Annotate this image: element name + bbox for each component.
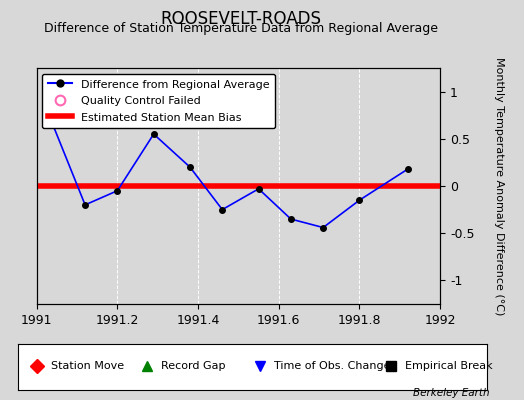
Text: Station Move: Station Move: [51, 361, 124, 371]
Text: Time of Obs. Change: Time of Obs. Change: [274, 361, 390, 371]
Text: Difference of Station Temperature Data from Regional Average: Difference of Station Temperature Data f…: [44, 22, 438, 35]
Y-axis label: Monthly Temperature Anomaly Difference (°C): Monthly Temperature Anomaly Difference (…: [494, 57, 504, 315]
Text: ROOSEVELT-ROADS: ROOSEVELT-ROADS: [160, 10, 322, 28]
Legend: Difference from Regional Average, Quality Control Failed, Estimated Station Mean: Difference from Regional Average, Qualit…: [42, 74, 275, 128]
Text: Empirical Break: Empirical Break: [405, 361, 493, 371]
Text: Record Gap: Record Gap: [161, 361, 226, 371]
Text: Berkeley Earth: Berkeley Earth: [413, 388, 490, 398]
